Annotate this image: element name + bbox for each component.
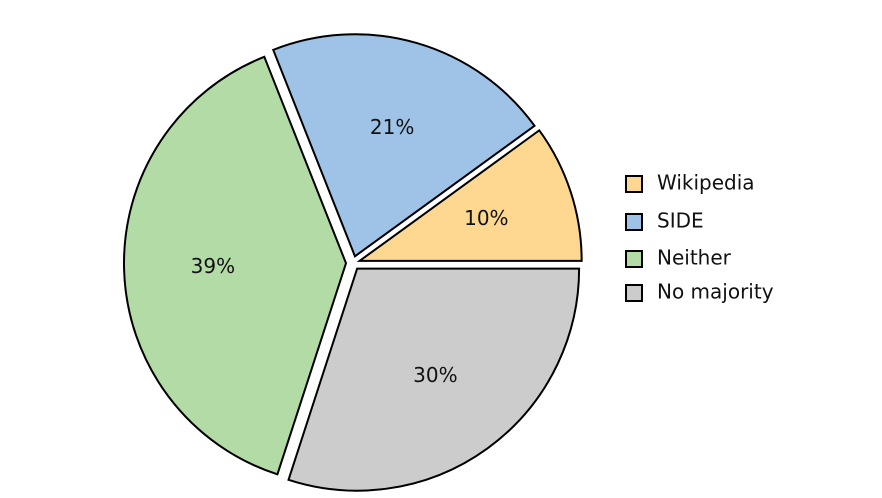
legend-label: Wikipedia xyxy=(657,171,755,195)
legend-swatch xyxy=(625,175,643,193)
legend-swatch xyxy=(625,250,643,268)
pie-slice xyxy=(271,33,536,258)
slice-label: 30% xyxy=(413,363,457,387)
legend-swatch xyxy=(625,213,643,231)
legend-label: No majority xyxy=(657,280,774,304)
pie-slice xyxy=(123,55,348,476)
legend-label: SIDE xyxy=(657,209,704,233)
pie-slice xyxy=(287,267,581,492)
pie-slice xyxy=(356,128,583,262)
slice-label: 21% xyxy=(370,115,414,139)
legend-label: Neither xyxy=(657,246,732,270)
slice-label: 39% xyxy=(191,254,235,278)
legend-swatch xyxy=(625,284,643,302)
slice-label: 10% xyxy=(464,206,508,230)
